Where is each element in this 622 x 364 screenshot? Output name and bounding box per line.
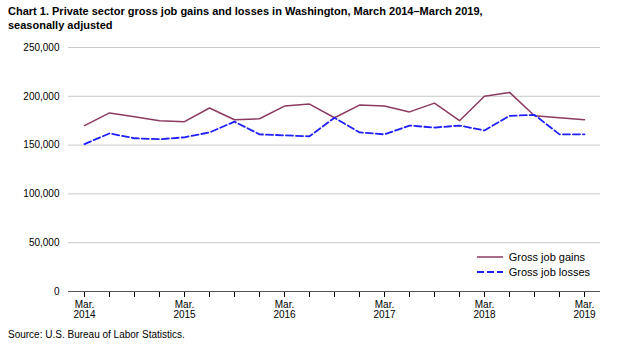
svg-text:Mar.2014: Mar.2014: [73, 298, 96, 319]
html-text:Gross job gains: Gross job gains: [508, 250, 586, 263]
html-text:Chart 1. Private sector gross: Chart 1. Private sector gross job gains …: [8, 5, 483, 32]
svg-text:Mar.2018: Mar.2018: [473, 298, 496, 319]
svg-text:0: 0: [54, 285, 60, 296]
svg-text:Mar.2017: Mar.2017: [373, 298, 396, 319]
svg-text:100,000: 100,000: [23, 188, 60, 199]
svg-text:Mar.2015: Mar.2015: [173, 298, 196, 319]
svg-text:150,000: 150,000: [23, 139, 60, 150]
html-text:Source: U.S. Bureau of Labor S: Source: U.S. Bureau of Labor Statistics.: [8, 328, 185, 340]
svg-text:Mar.2019: Mar.2019: [573, 298, 596, 319]
svg-text:Mar.2016: Mar.2016: [273, 298, 296, 319]
svg-text:250,000: 250,000: [23, 41, 60, 52]
svg-text:50,000: 50,000: [29, 236, 60, 247]
svg-text:200,000: 200,000: [23, 90, 60, 101]
html-text:Gross job losses: Gross job losses: [508, 265, 590, 278]
